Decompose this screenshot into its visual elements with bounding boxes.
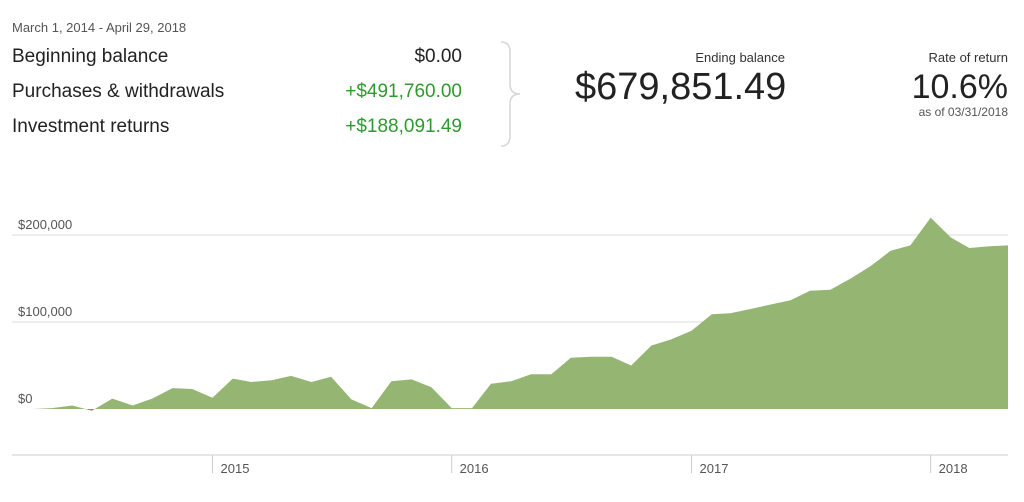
beginning-balance-label: Beginning balance — [12, 46, 169, 67]
ending-balance-value: $679,851.49 — [575, 66, 787, 108]
rate-as-of-date: as of 03/31/2018 — [918, 105, 1008, 119]
balance-area — [12, 217, 1008, 409]
date-range: March 1, 2014 - April 29, 2018 — [12, 20, 187, 35]
curly-brace-divider — [500, 41, 521, 147]
rate-of-return-panel: Rate of return 10.6% as of 03/31/2018 — [808, 50, 1008, 119]
x-tick-label-3: 2018 — [939, 461, 968, 476]
y-tick-label-2: $200,000 — [18, 217, 72, 232]
investment-returns-value: +$188,091.49 — [345, 116, 462, 137]
rate-of-return-value: 10.6% — [911, 68, 1008, 106]
investment-returns-row: Investment returns +$188,091.49 — [12, 113, 462, 141]
x-tick-label-0: 2015 — [221, 461, 250, 476]
purchases-withdrawals-row: Purchases & withdrawals +$491,760.00 — [12, 78, 462, 106]
investment-returns-label: Investment returns — [12, 116, 170, 137]
balance-area-chart: $0 $100,000 $200,000 2015 2016 2017 2018 — [12, 217, 1008, 476]
beginning-balance-row: Beginning balance $0.00 — [12, 43, 462, 71]
x-tick-label-1: 2016 — [460, 461, 489, 476]
y-tick-label-0: $0 — [18, 391, 32, 406]
x-tick-label-2: 2017 — [700, 461, 729, 476]
ending-balance-label: Ending balance — [695, 50, 785, 65]
rate-of-return-label: Rate of return — [928, 50, 1009, 65]
y-tick-label-1: $100,000 — [18, 304, 72, 319]
beginning-balance-value: $0.00 — [414, 46, 462, 67]
purchases-withdrawals-label: Purchases & withdrawals — [12, 81, 225, 102]
purchases-withdrawals-value: +$491,760.00 — [345, 81, 462, 102]
ending-balance-panel: Ending balance $679,851.49 — [575, 50, 787, 108]
